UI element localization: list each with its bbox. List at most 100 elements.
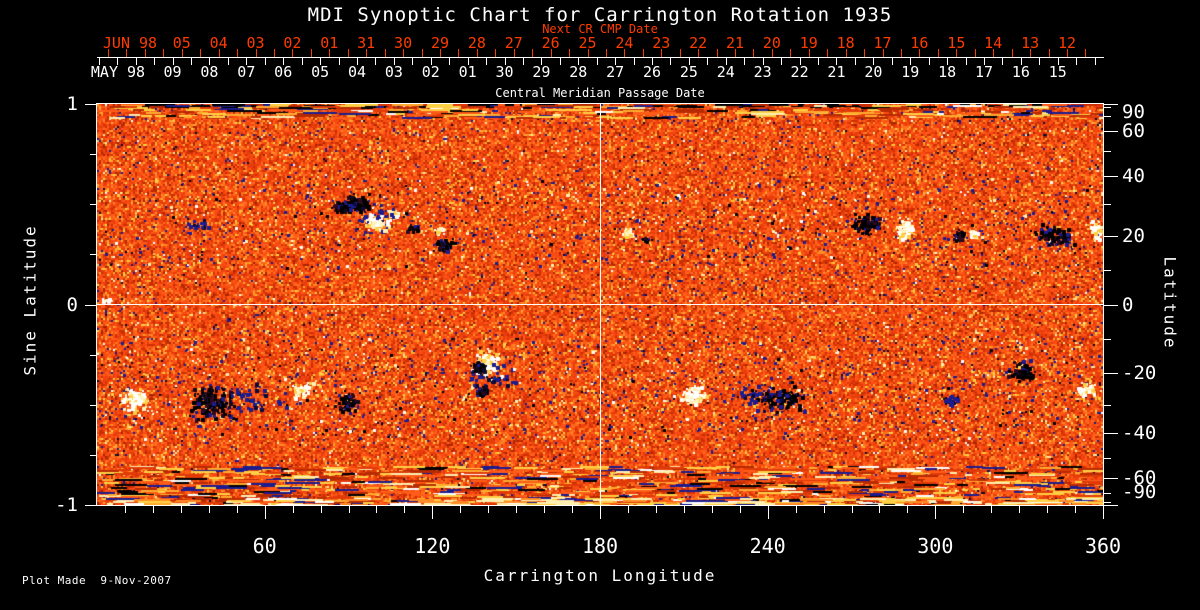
longitude-tick [711, 506, 713, 513]
longitude-tick [1103, 506, 1104, 519]
next-cr-tick [735, 49, 737, 57]
longitude-tick-label: 240 [749, 534, 786, 558]
next-cr-tick [366, 49, 368, 57]
cmp-tick [246, 57, 248, 65]
next-cr-tick [956, 49, 958, 57]
latitude-tick-label: 20 [1122, 224, 1145, 247]
next-cr-tick [845, 49, 847, 57]
cmp-tick [191, 57, 192, 65]
cmp-tick [891, 57, 893, 65]
next-cr-date-label: 27 [504, 34, 523, 52]
next-cr-date-label: 30 [394, 34, 413, 52]
cmp-date-label: 03 [384, 63, 403, 81]
cmp-date-label: 22 [790, 63, 809, 81]
next-cr-tick [1085, 49, 1087, 57]
next-cr-tick [163, 49, 165, 57]
longitude-tick [544, 506, 546, 513]
longitude-tick [376, 506, 378, 513]
cmp-date-label: 27 [606, 63, 625, 81]
next-cr-tick [661, 49, 663, 57]
latitude-minor-tick [1104, 107, 1111, 109]
longitude-tick [879, 506, 881, 513]
longitude-tick [767, 506, 769, 519]
cmp-tick [615, 57, 617, 65]
cmp-tick [965, 57, 967, 65]
cmp-tick [559, 57, 561, 65]
next-cr-date-label: 17 [873, 34, 892, 52]
latitude-minor-tick [1104, 150, 1111, 152]
cmp-tick [135, 57, 137, 65]
cmp-tick [596, 57, 598, 65]
cmp-date-label: 20 [864, 63, 883, 81]
cmp-tick [947, 57, 949, 65]
next-cr-tick [753, 49, 755, 57]
cmp-tick [320, 57, 322, 65]
cmp-tick [393, 57, 395, 65]
chart-title: MDI Synoptic Chart for Carrington Rotati… [307, 4, 893, 26]
sine-latitude-tick-label: -1 [55, 494, 78, 516]
next-cr-tick [255, 49, 257, 57]
next-cr-tick [384, 49, 386, 57]
next-cr-tick [771, 49, 773, 57]
next-cr-month-label: JUN 98 [102, 34, 158, 52]
cmp-tick [762, 57, 764, 65]
sine-latitude-minor-tick [90, 254, 97, 256]
cmp-tick [98, 57, 100, 65]
cmp-tick [449, 57, 451, 65]
next-cr-date-label: 29 [430, 34, 449, 52]
cmp-date-label: 09 [163, 63, 182, 81]
next-cr-tick [882, 49, 884, 57]
cmp-tick [283, 57, 285, 65]
latitude-tick-label: -40 [1122, 422, 1157, 445]
longitude-tick [404, 506, 406, 513]
cmp-tick [744, 57, 746, 65]
longitude-tick [600, 506, 601, 519]
latitude-tick-label: -60 [1122, 467, 1157, 490]
latitude-minor-tick [1104, 458, 1111, 460]
latitude-minor-tick [1104, 492, 1111, 494]
cmp-tick [1039, 57, 1041, 65]
longitude-tick [572, 506, 574, 513]
cmp-tick [117, 57, 119, 65]
cmp-tick [504, 57, 506, 65]
next-cr-tick [144, 49, 146, 57]
cmp-tick [227, 57, 229, 65]
cmp-tick [154, 57, 156, 65]
cmp-axis-label: Central Meridian Passage Date [495, 86, 705, 100]
next-cr-tick [624, 49, 626, 57]
sine-latitude-axis-title: Sine Latitude [20, 224, 40, 376]
cmp-date-label: 08 [200, 63, 219, 81]
cmp-tick [264, 57, 266, 65]
longitude-tick [907, 506, 909, 513]
cmp-tick [873, 57, 875, 65]
sine-latitude-minor-tick [90, 154, 97, 156]
cmp-tick [541, 57, 543, 65]
next-cr-date-label: 28 [467, 34, 486, 52]
cmp-date-label: 18 [938, 63, 957, 81]
next-cr-tick [790, 49, 792, 57]
next-cr-tick [698, 49, 700, 57]
latitude-tick-label: 40 [1122, 164, 1145, 187]
next-cr-tick [808, 49, 810, 57]
sine-latitude-minor-tick [90, 204, 97, 206]
cmp-tick [799, 57, 801, 65]
next-cr-date-label: 26 [541, 34, 560, 52]
cmp-tick [578, 57, 580, 65]
next-cr-tick [569, 49, 571, 57]
next-cr-tick [532, 49, 534, 57]
next-cr-tick [1011, 49, 1013, 57]
sine-latitude-minor-tick [90, 454, 97, 456]
longitude-tick [1019, 506, 1021, 513]
next-cr-axis-label: Next CR CMP Date [542, 22, 658, 36]
longitude-axis-title: Carrington Longitude [483, 566, 717, 585]
cmp-date-label: 15 [1048, 63, 1067, 81]
cmp-tick [688, 57, 690, 65]
next-cr-tick [218, 49, 220, 57]
next-cr-tick [1030, 49, 1032, 57]
cmp-tick [209, 57, 211, 65]
cmp-tick [486, 57, 488, 65]
cmp-tick [1020, 57, 1022, 65]
latitude-major-tick [1104, 505, 1118, 506]
sine-latitude-tick-label: 1 [66, 93, 78, 115]
longitude-tick [991, 506, 993, 513]
